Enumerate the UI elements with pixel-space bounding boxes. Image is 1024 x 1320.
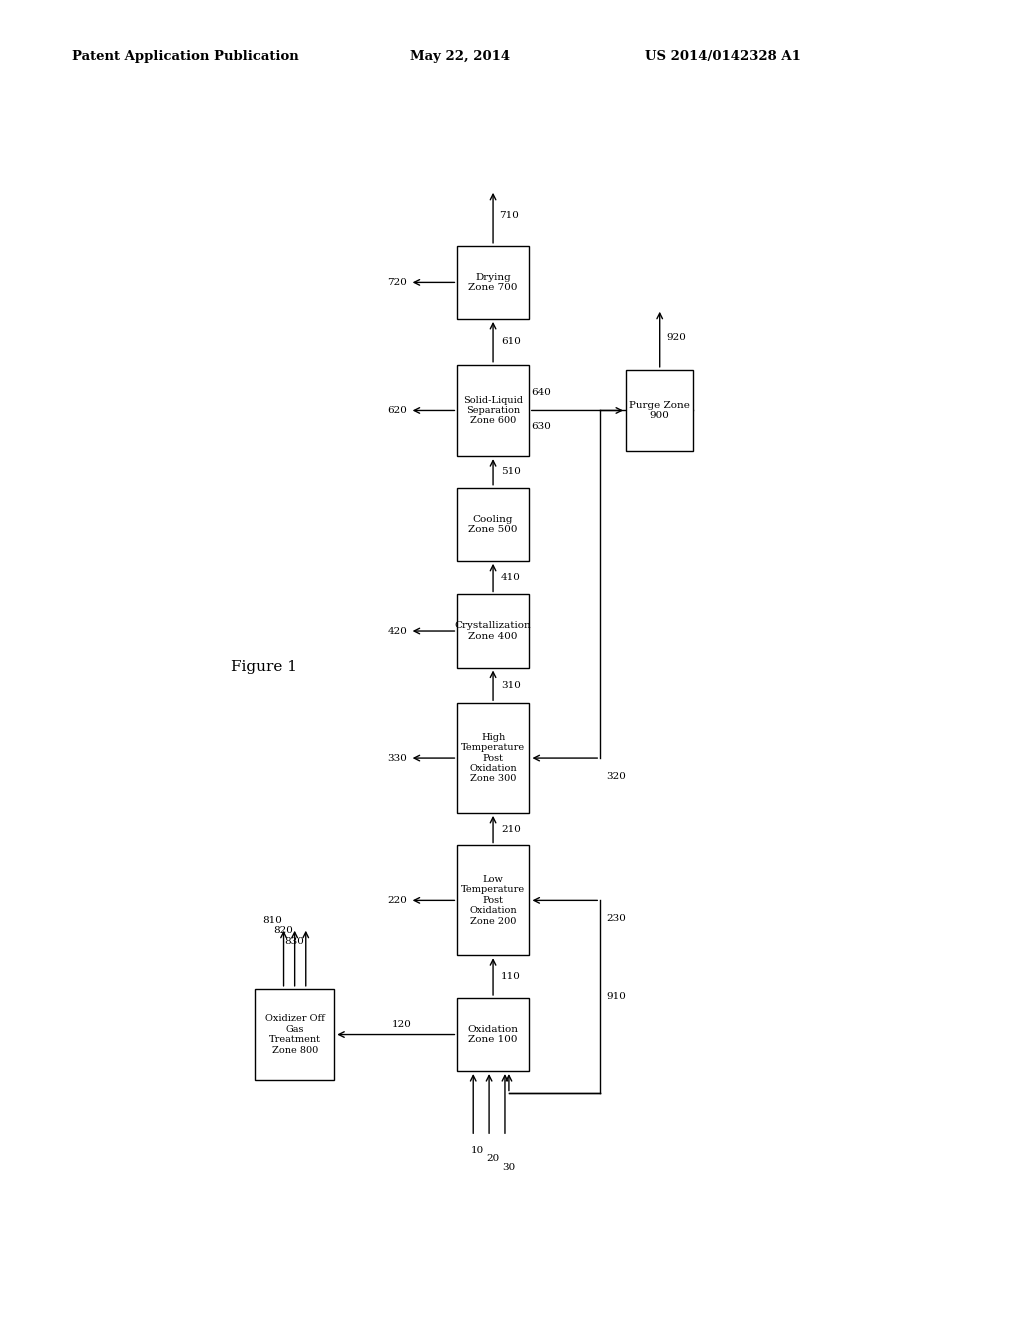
Text: 420: 420 (387, 627, 408, 635)
Text: 310: 310 (501, 681, 521, 690)
Text: Solid-Liquid
Separation
Zone 600: Solid-Liquid Separation Zone 600 (463, 396, 523, 425)
Text: 330: 330 (387, 754, 408, 763)
FancyBboxPatch shape (458, 246, 528, 319)
Text: 410: 410 (501, 573, 521, 582)
Text: US 2014/0142328 A1: US 2014/0142328 A1 (645, 50, 801, 63)
Text: Patent Application Publication: Patent Application Publication (72, 50, 298, 63)
Text: 10: 10 (471, 1146, 484, 1155)
Text: 720: 720 (387, 279, 408, 286)
Text: 920: 920 (666, 333, 686, 342)
Text: Drying
Zone 700: Drying Zone 700 (468, 273, 518, 292)
Text: 810: 810 (262, 916, 282, 925)
Text: 30: 30 (503, 1163, 516, 1172)
Text: Purge Zone
900: Purge Zone 900 (630, 401, 690, 420)
Text: Figure 1: Figure 1 (231, 660, 297, 673)
Text: 20: 20 (486, 1155, 500, 1163)
Text: Cooling
Zone 500: Cooling Zone 500 (468, 515, 518, 535)
Text: 210: 210 (501, 825, 521, 834)
Text: Oxidation
Zone 100: Oxidation Zone 100 (468, 1024, 518, 1044)
Text: 710: 710 (500, 211, 519, 220)
Text: May 22, 2014: May 22, 2014 (410, 50, 510, 63)
FancyBboxPatch shape (458, 998, 528, 1071)
Text: 630: 630 (531, 422, 551, 432)
Text: 110: 110 (501, 972, 521, 981)
Text: 120: 120 (392, 1020, 412, 1028)
FancyBboxPatch shape (458, 487, 528, 561)
FancyBboxPatch shape (458, 704, 528, 813)
Text: 820: 820 (273, 927, 293, 936)
Text: 610: 610 (501, 338, 521, 346)
Text: High
Temperature
Post
Oxidation
Zone 300: High Temperature Post Oxidation Zone 300 (461, 733, 525, 783)
Text: Oxidizer Off
Gas
Treatment
Zone 800: Oxidizer Off Gas Treatment Zone 800 (265, 1015, 325, 1055)
Text: 640: 640 (531, 388, 551, 397)
Text: 910: 910 (606, 993, 627, 1002)
Text: 830: 830 (285, 936, 304, 945)
Text: 220: 220 (387, 896, 408, 906)
Text: 510: 510 (501, 467, 521, 477)
FancyBboxPatch shape (458, 594, 528, 668)
Text: 620: 620 (387, 407, 408, 414)
FancyBboxPatch shape (626, 370, 693, 451)
FancyBboxPatch shape (458, 364, 528, 457)
Text: 230: 230 (606, 915, 627, 923)
Text: 320: 320 (606, 772, 627, 781)
FancyBboxPatch shape (458, 846, 528, 956)
Text: Crystallization
Zone 400: Crystallization Zone 400 (455, 622, 531, 640)
FancyBboxPatch shape (255, 989, 334, 1080)
Text: Low
Temperature
Post
Oxidation
Zone 200: Low Temperature Post Oxidation Zone 200 (461, 875, 525, 925)
